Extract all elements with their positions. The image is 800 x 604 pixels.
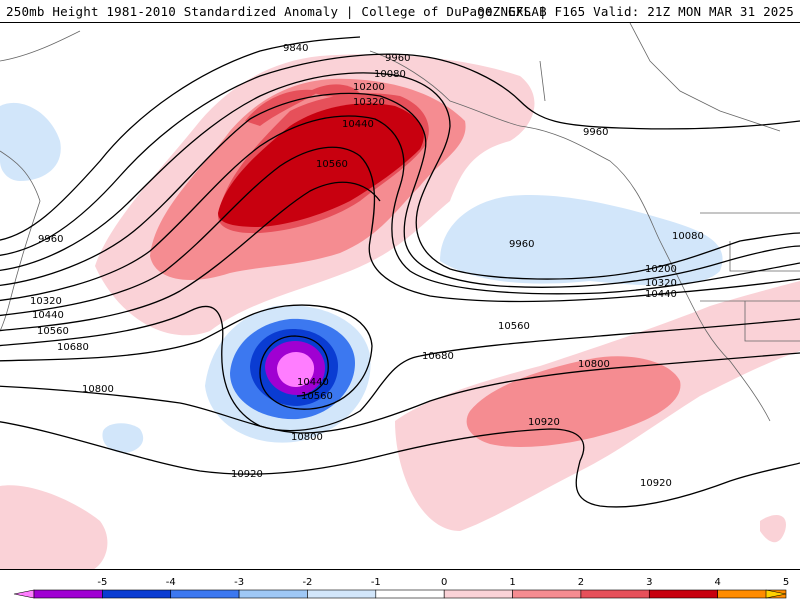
contour-label: 10560 <box>316 159 348 170</box>
colorbar-cell <box>648 589 718 599</box>
contour-label: 9960 <box>509 239 534 250</box>
colorbar-cell <box>765 589 787 599</box>
contour-label: 10800 <box>578 359 610 370</box>
contour-label: 10200 <box>353 82 385 93</box>
contour-label: 9840 <box>283 43 308 54</box>
contour-label: 10320 <box>30 296 62 307</box>
colorbar-cell <box>580 589 650 599</box>
colorbar-tick-label: -3 <box>234 577 244 588</box>
contour-label: 10800 <box>291 432 323 443</box>
colorbar-tick-label: 1 <box>509 577 515 588</box>
contour-label: 10560 <box>301 391 333 402</box>
contour-label: 10200 <box>645 264 677 275</box>
colorbar-ticks: -5 -4 -3 -2 -1 0 1 2 3 4 5 <box>97 577 789 588</box>
colorbar-cells <box>13 589 787 599</box>
positive-anomaly-southeast-2sd <box>466 356 681 447</box>
negative-anomaly-west <box>0 102 61 181</box>
height-contours <box>0 36 800 508</box>
contour-label: 10440 <box>32 310 64 321</box>
colorbar-cell <box>375 589 445 599</box>
contour-label: 10920 <box>640 478 672 489</box>
contour-label: 10320 <box>645 278 677 289</box>
anomaly-colorbar: -5 -4 -3 -2 -1 0 1 2 3 4 5 <box>0 570 800 600</box>
map-title: 250mb Height 1981-2010 Standardized Anom… <box>6 4 547 19</box>
colorbar-tick-label: -2 <box>302 577 312 588</box>
contour-label: 10920 <box>231 469 263 480</box>
colorbar-cell <box>443 589 513 599</box>
contour-label: 9960 <box>38 234 63 245</box>
colorbar-cell <box>33 589 103 599</box>
contour-label: 10440 <box>342 119 374 130</box>
colorbar-cell <box>238 589 308 599</box>
colorbar-cell <box>102 589 172 599</box>
contour-label: 10680 <box>57 342 89 353</box>
anomaly-shading <box>0 54 800 569</box>
anomaly-map: 9840 9960 10080 10200 10320 10440 10560 … <box>0 22 800 570</box>
colorbar-tick-label: -5 <box>97 577 107 588</box>
contour-label: 10440 <box>645 289 677 300</box>
colorbar-cell <box>13 589 35 599</box>
contour-label: 10920 <box>528 417 560 428</box>
positive-anomaly-southwest <box>0 485 108 569</box>
contour-label: 10680 <box>422 351 454 362</box>
contour-label: 10800 <box>82 384 114 395</box>
colorbar-tick-label: 4 <box>714 577 720 588</box>
positive-anomaly-4sd <box>218 103 424 227</box>
contour-label: 10560 <box>37 326 69 337</box>
colorbar-tick-label: -4 <box>166 577 176 588</box>
coastlines <box>0 23 800 422</box>
colorbar-cell <box>512 589 582 599</box>
contour-label: 10080 <box>374 69 406 80</box>
negative-anomaly-northeast-pacific <box>440 195 723 286</box>
colorbar-tick-label: 2 <box>578 577 584 588</box>
contour-label: 9960 <box>385 53 410 64</box>
contour-label: 10320 <box>353 97 385 108</box>
contour-label: 9960 <box>583 127 608 138</box>
colorbar-cell <box>307 589 377 599</box>
negative-anomaly-south <box>102 423 144 453</box>
colorbar-tick-label: 5 <box>783 577 789 588</box>
colorbar-tick-label: 0 <box>441 577 447 588</box>
map-header: 250mb Height 1981-2010 Standardized Anom… <box>0 0 800 22</box>
contour-labels: 9840 9960 10080 10200 10320 10440 10560 … <box>30 43 704 489</box>
model-valid-time: 00Z GFS | F165 Valid: 21Z MON MAR 31 202… <box>477 4 794 19</box>
cutoff-low-anomaly-5sd <box>277 352 315 387</box>
contour-label: 10440 <box>297 377 329 388</box>
colorbar-cell <box>170 589 240 599</box>
contour-label: 10080 <box>672 231 704 242</box>
colorbar-tick-label: -1 <box>371 577 381 588</box>
contour-label: 10560 <box>498 321 530 332</box>
colorbar-tick-label: 3 <box>646 577 652 588</box>
